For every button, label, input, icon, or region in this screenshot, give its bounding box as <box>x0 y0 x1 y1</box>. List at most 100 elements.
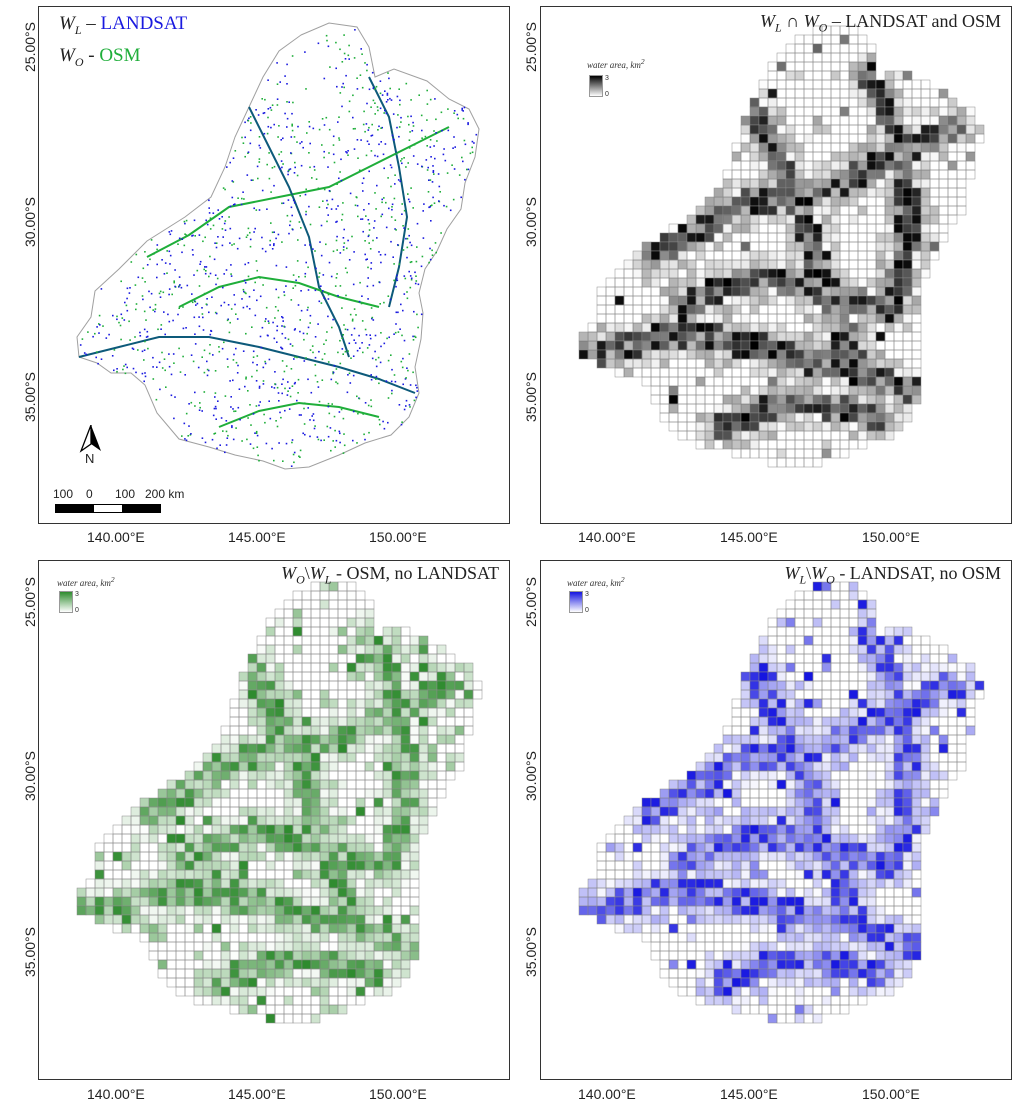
grid-cell <box>902 752 913 763</box>
grid-cell <box>803 743 814 754</box>
river-line <box>78 336 416 394</box>
grid-cell <box>346 698 357 709</box>
grid-cell <box>130 824 141 835</box>
grid-cell <box>812 124 823 135</box>
grid-cell <box>956 716 967 727</box>
grid-cell <box>776 439 787 450</box>
water-pixel <box>210 330 213 332</box>
grid-cell <box>857 430 868 441</box>
grid-cell <box>767 358 778 369</box>
grid-cell <box>839 169 850 180</box>
grid-cell <box>758 653 769 664</box>
grid-cell <box>803 439 814 450</box>
grid-cell <box>310 617 321 628</box>
grid-cell <box>686 358 697 369</box>
water-pixel <box>234 410 237 412</box>
tl-y-tick-25: 25.00°S <box>22 22 38 72</box>
grid-cell <box>767 151 778 162</box>
grid-cell <box>785 169 796 180</box>
grid-cell <box>391 761 402 772</box>
grid-cell <box>677 241 688 252</box>
water-pixel <box>245 332 247 335</box>
grid-cell <box>247 779 258 790</box>
grid-cell <box>740 860 751 871</box>
grid-cell <box>184 896 195 907</box>
grid-cell <box>175 986 186 997</box>
grid-cell <box>911 851 922 862</box>
grid-cell <box>265 968 276 979</box>
grid-cell <box>283 878 294 889</box>
grid-cell <box>749 878 760 889</box>
grid-cell <box>238 680 249 691</box>
grid-cell <box>686 412 697 423</box>
grid-cell <box>641 797 652 808</box>
water-pixel <box>327 214 329 216</box>
tr-x-tick-140: 140.00°E <box>578 529 636 545</box>
grid-cell <box>848 214 859 225</box>
grid-cell <box>677 824 688 835</box>
grid-cell <box>283 968 294 979</box>
grid-cell <box>418 716 429 727</box>
grid-cell <box>319 698 330 709</box>
grid-cell <box>875 806 886 817</box>
grid-cell <box>292 842 303 853</box>
water-pixel <box>153 253 155 255</box>
grid-cell <box>911 779 922 790</box>
grid-cell <box>839 716 850 727</box>
grid-cell <box>659 806 670 817</box>
grid-cell <box>776 698 787 709</box>
grid-cell <box>884 277 895 288</box>
grid-cell <box>848 268 859 279</box>
grid-cell <box>184 977 195 988</box>
grid-cell <box>911 653 922 664</box>
water-pixel <box>139 331 141 334</box>
legend-min: 0 <box>605 91 609 98</box>
grid-cell <box>749 97 760 108</box>
water-pixel <box>97 362 99 365</box>
grid-cell <box>722 806 733 817</box>
grid-cell <box>911 770 922 781</box>
grid-cell <box>220 887 231 898</box>
water-pixel <box>196 302 199 305</box>
grid-cell <box>866 761 877 772</box>
grid-cell <box>947 707 958 718</box>
water-pixel <box>251 326 253 328</box>
grid-cell <box>695 286 706 297</box>
grid-cell <box>668 394 679 405</box>
water-pixel <box>360 48 362 50</box>
water-pixel <box>395 311 398 314</box>
grid-cell <box>337 815 348 826</box>
grid-cell <box>337 950 348 961</box>
grid-cell <box>409 824 420 835</box>
water-pixel <box>325 243 327 246</box>
grid-cell <box>355 896 366 907</box>
grid-cell <box>247 833 258 844</box>
grid-cell <box>920 824 931 835</box>
grid-cell <box>929 232 940 243</box>
water-pixel <box>408 353 411 355</box>
grid-cell <box>400 761 411 772</box>
grid-cell <box>704 358 715 369</box>
grid-cell <box>947 196 958 207</box>
grid-cell <box>956 671 967 682</box>
water-pixel <box>116 370 118 373</box>
grid-cell <box>686 232 697 243</box>
water-pixel <box>234 303 236 306</box>
grid-cell <box>785 869 796 880</box>
water-pixel <box>129 339 131 341</box>
grid-cell <box>767 250 778 261</box>
grid-cell <box>632 340 643 351</box>
grid-cell <box>848 340 859 351</box>
grid-cell <box>704 421 715 432</box>
water-pixel <box>261 326 264 329</box>
water-pixel <box>300 414 302 416</box>
grid-cell <box>247 860 258 871</box>
grid-cell <box>812 806 823 817</box>
grid-cell <box>776 833 787 844</box>
water-pixel <box>289 395 292 398</box>
water-pixel <box>346 271 348 274</box>
grid-cell <box>292 869 303 880</box>
grid-cell <box>247 815 258 826</box>
grid-cell <box>758 815 769 826</box>
grid-cell <box>938 788 949 799</box>
